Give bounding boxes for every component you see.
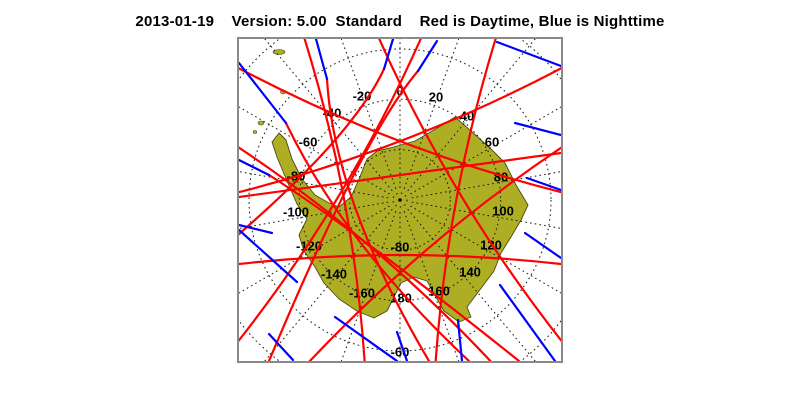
nighttime-track xyxy=(237,223,274,235)
nighttime-track xyxy=(237,228,299,284)
plot-title: 2013-01-19 Version: 5.00 Standard Red is… xyxy=(135,13,665,30)
nighttime-track xyxy=(495,40,563,68)
nighttime-track xyxy=(525,176,563,192)
daytime-track xyxy=(267,173,521,363)
graticule-meridian xyxy=(410,82,604,195)
graticule-meridian xyxy=(326,0,397,189)
nighttime-track xyxy=(237,158,271,177)
graticule-meridian xyxy=(168,158,389,199)
nighttime-track xyxy=(382,37,395,71)
graticule-meridian xyxy=(411,158,632,199)
latitude-label: -80 xyxy=(391,240,410,255)
nighttime-track xyxy=(416,39,439,73)
graticule-meridian xyxy=(248,19,393,192)
nighttime-track xyxy=(513,121,563,137)
graticule-parallel-circle xyxy=(248,48,552,352)
longitude-label: 60 xyxy=(485,135,499,150)
longitude-label: 80 xyxy=(494,170,508,185)
nighttime-track xyxy=(523,231,563,260)
nighttime-track xyxy=(498,283,557,363)
longitude-label: -60 xyxy=(299,135,318,150)
daytime-track xyxy=(284,121,471,363)
map-frame: 0 20 40 60 80 100 120 140 160 180 -160 -140 -120 -100… xyxy=(147,0,653,400)
graticule-meridian xyxy=(403,211,474,400)
graticule-meridian xyxy=(403,0,474,189)
island xyxy=(252,130,258,134)
graticule-parallel-circle xyxy=(349,149,451,251)
longitude-label: 100 xyxy=(492,204,514,219)
daytime-track xyxy=(267,69,420,363)
longitude-label: -160 xyxy=(349,286,375,301)
longitude-label: -140 xyxy=(321,267,347,282)
nighttime-track xyxy=(267,332,295,362)
south-pole-ring xyxy=(392,192,408,208)
nighttime-track xyxy=(333,315,399,363)
longitude-label: -120 xyxy=(296,239,322,254)
antarctica-landmass xyxy=(271,116,529,323)
antarctica-map-svg: 0 20406080100120140160180-160-140-120-100… xyxy=(147,0,653,400)
graticule-meridian xyxy=(248,208,393,381)
longitude-label: 20 xyxy=(429,90,443,105)
longitude-label: -100 xyxy=(283,205,309,220)
longitude-label: 0 xyxy=(396,84,403,99)
graticule-meridian xyxy=(407,19,552,192)
longitude-label: 140 xyxy=(459,265,481,280)
island xyxy=(257,120,265,126)
nighttime-track xyxy=(314,37,329,81)
graticule-meridian xyxy=(407,208,552,381)
graticule-meridian xyxy=(326,211,397,400)
daytime-track xyxy=(325,77,431,363)
nighttime-track xyxy=(237,61,288,125)
graticule-meridian xyxy=(196,205,390,318)
graticule-parallel-circle xyxy=(298,98,502,302)
south-pole-dot xyxy=(398,198,402,202)
daytime-track xyxy=(237,67,386,236)
graticule-meridian xyxy=(410,205,604,318)
graticule-meridian xyxy=(168,201,389,242)
island xyxy=(272,49,286,55)
nighttime-track xyxy=(395,330,409,363)
nighttime-track xyxy=(456,318,464,363)
graticule-meridian xyxy=(411,201,632,242)
